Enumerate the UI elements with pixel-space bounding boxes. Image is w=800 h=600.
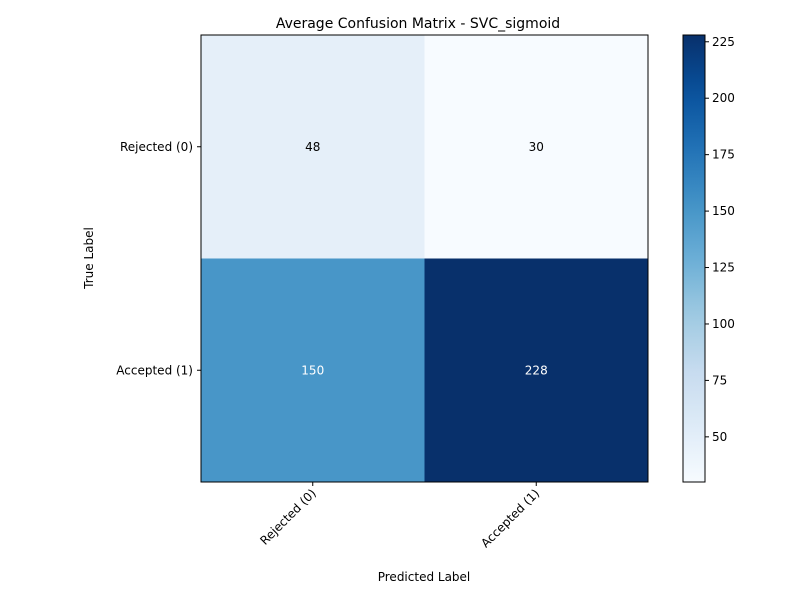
heatmap-cell <box>424 35 649 259</box>
colorbar-ticks: 50 75 100 125 150 175 200 225 <box>705 35 735 444</box>
heatmap-cell <box>424 258 649 483</box>
y-axis-label: True Label <box>82 227 96 290</box>
x-tick-label: Accepted (1) <box>478 486 542 550</box>
colorbar-tick-label: 50 <box>712 430 727 444</box>
x-axis-ticks: Rejected (0) Accepted (1) <box>257 482 542 550</box>
cell-value-label: 48 <box>305 140 320 154</box>
y-tick-label: Rejected (0) <box>120 140 193 154</box>
colorbar-tick-label: 125 <box>712 261 735 275</box>
plot-frame <box>200 34 649 483</box>
colorbar-tick-label: 100 <box>712 317 735 331</box>
colorbar-tick-label: 225 <box>712 35 735 49</box>
cell-value-label: 150 <box>301 363 324 377</box>
colorbar-tick-label: 200 <box>712 91 735 105</box>
heatmap-cell <box>201 258 425 483</box>
colorbar-tick-label: 75 <box>712 373 727 387</box>
cell-value-label: 30 <box>529 140 544 154</box>
cell-value-label: 228 <box>525 363 548 377</box>
heatmap-cell <box>201 35 425 259</box>
x-axis-label: Predicted Label <box>378 570 471 584</box>
colorbar <box>682 34 706 483</box>
colorbar-tick-label: 175 <box>712 148 735 162</box>
colorbar-tick-label: 150 <box>712 204 735 218</box>
x-tick-label: Rejected (0) <box>257 486 319 548</box>
heatmap-cells: 48 30 150 228 <box>201 35 649 483</box>
y-axis-ticks: Rejected (0) Accepted (1) <box>116 140 201 377</box>
y-tick-label: Accepted (1) <box>116 363 193 377</box>
chart-title: Average Confusion Matrix - SVC_sigmoid <box>276 16 560 32</box>
